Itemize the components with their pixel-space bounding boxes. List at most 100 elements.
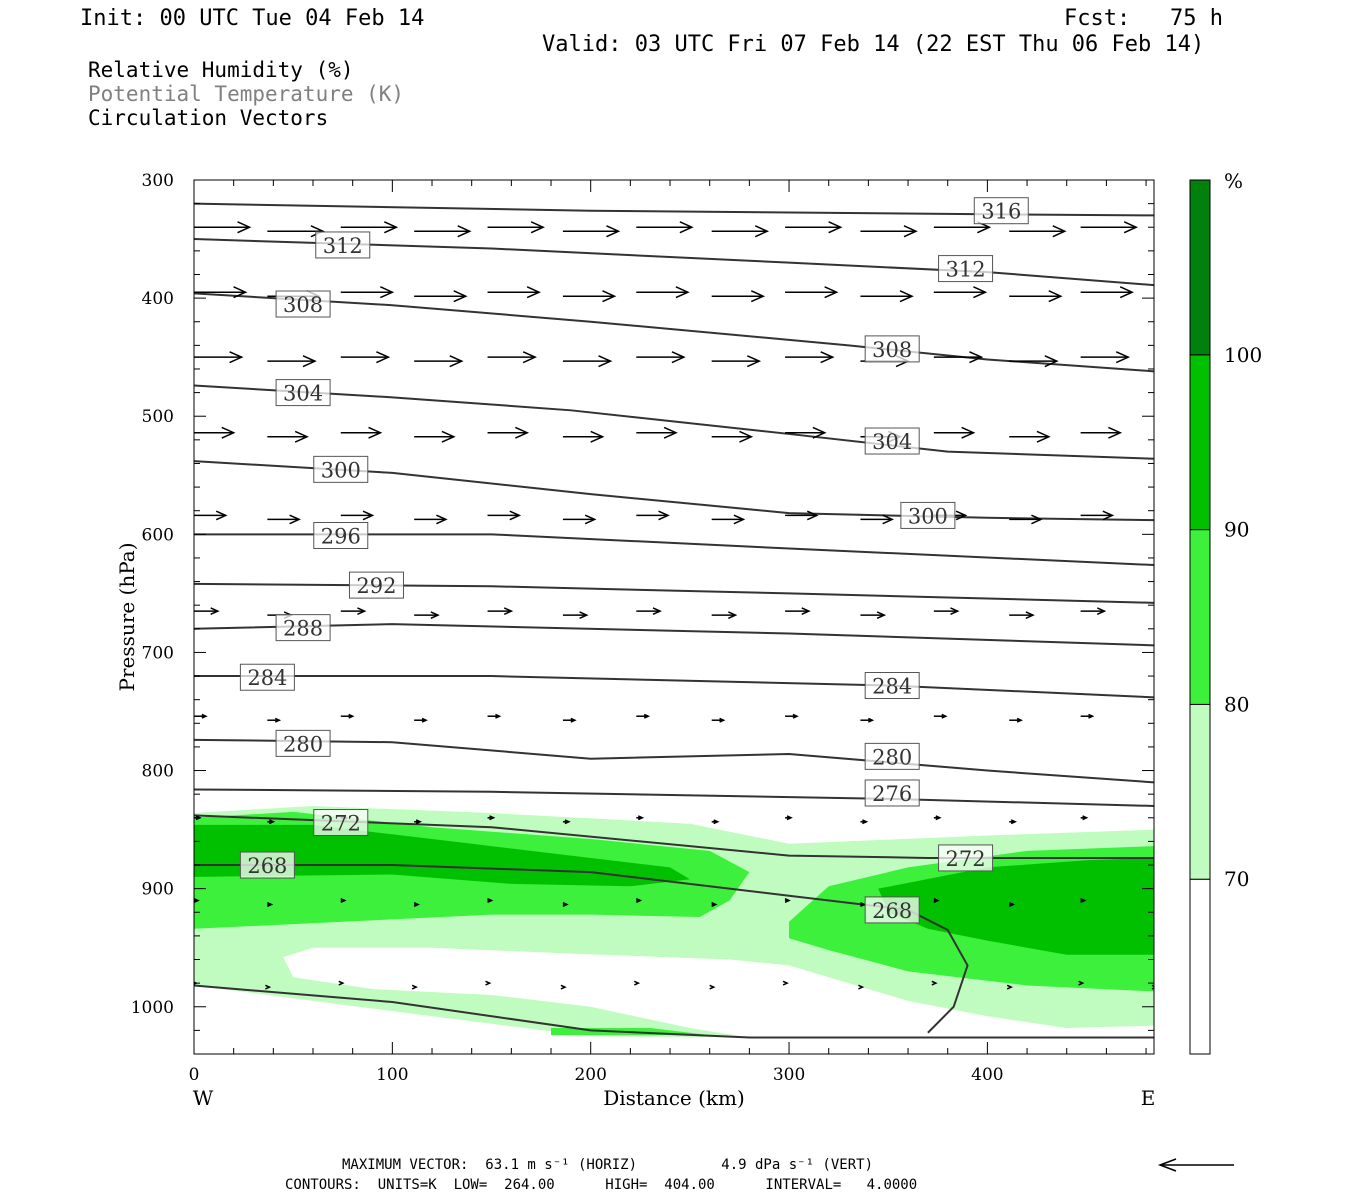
- theta-contour-292: [194, 582, 1154, 604]
- theta-contour-304: [194, 384, 1154, 460]
- wind-vector: [933, 286, 988, 299]
- wind-vector: [931, 980, 938, 986]
- contour-label-box: [275, 379, 331, 407]
- wind-vector: [933, 351, 984, 364]
- wind-vector: [636, 426, 678, 439]
- maximum-vector-note: MAXIMUM VECTOR: 63.1 m s⁻¹ (HORIZ) 4.9 d…: [342, 1157, 874, 1173]
- wind-vector: [633, 980, 641, 986]
- contour-label-box: [864, 742, 920, 770]
- reference-vector-icon: [1157, 1158, 1234, 1172]
- west-label: W: [193, 1086, 214, 1110]
- contour-label: 284: [872, 675, 912, 699]
- contour-label-box: [938, 844, 994, 872]
- wind-vector: [785, 351, 835, 364]
- wind-vector: [709, 984, 716, 990]
- y-tick-label: 800: [142, 762, 174, 782]
- wind-vector: [340, 897, 347, 903]
- contour-label: 304: [872, 430, 912, 454]
- wind-vector: [933, 713, 948, 719]
- contour-label: 288: [283, 617, 323, 641]
- contour-label-box: [973, 197, 1029, 225]
- wind-vector: [785, 510, 819, 521]
- wind-vector: [1009, 611, 1035, 619]
- contour-label-box: [348, 571, 404, 599]
- wind-vector: [487, 713, 502, 719]
- wind-vector: [267, 355, 317, 368]
- wind-vector: [860, 717, 875, 723]
- wind-vector: [785, 713, 799, 719]
- wind-vector: [636, 607, 662, 615]
- wind-vector: [1154, 718, 1166, 722]
- contour-label-box: [864, 896, 920, 924]
- wind-vector: [711, 514, 746, 525]
- wind-vector: [860, 290, 914, 303]
- wind-vector: [562, 611, 589, 619]
- wind-vector: [711, 611, 738, 619]
- contour-label: 284: [247, 666, 287, 690]
- wind-vector: [1009, 355, 1059, 368]
- colorbar-unit: %: [1224, 169, 1243, 193]
- x-axis-label: Distance (km): [603, 1086, 745, 1110]
- contour-label-box: [239, 663, 295, 691]
- wind-vector: [562, 717, 577, 723]
- contour-label-box: [275, 729, 331, 757]
- wind-vector: [340, 510, 375, 521]
- wind-vector: [1080, 897, 1087, 903]
- wind-vector: [267, 514, 301, 525]
- wind-vector: [860, 901, 867, 907]
- y-tick-label: 400: [142, 289, 174, 309]
- wind-vector: [194, 897, 200, 903]
- wind-vector: [636, 713, 651, 719]
- wind-vector: [340, 713, 355, 719]
- wind-vector: [1080, 221, 1138, 234]
- wind-vector: [636, 510, 670, 521]
- colorbar-label: 90: [1224, 518, 1249, 542]
- wind-vector: [485, 980, 492, 986]
- contour-label-box: [275, 290, 331, 318]
- wind-vector: [785, 286, 839, 299]
- wind-vector: [785, 815, 793, 821]
- wind-vector: [782, 980, 789, 986]
- contour-label-box: [315, 231, 371, 259]
- wind-vector: [1154, 431, 1194, 442]
- wind-vector: [340, 286, 395, 299]
- contours-note: CONTOURS: UNITS=K LOW= 264.00 HIGH= 404.…: [285, 1177, 918, 1193]
- valid-time: Valid: 03 UTC Fri 07 Feb 14 (22 EST Thu …: [542, 32, 1205, 57]
- colorbar-label: 100: [1224, 343, 1262, 367]
- theta-contour-316: [194, 202, 1154, 217]
- wind-vector: [636, 351, 686, 364]
- wind-vector: [1008, 901, 1016, 907]
- wind-vector: [1080, 426, 1123, 439]
- wind-vector: [933, 897, 940, 903]
- wind-vector: [1080, 351, 1131, 364]
- colorbar-label: 80: [1224, 692, 1249, 716]
- wind-vector: [487, 286, 541, 299]
- wind-vector: [267, 819, 276, 825]
- wind-vector: [414, 611, 440, 619]
- wind-vector: [267, 430, 309, 443]
- wind-vector: [340, 607, 367, 615]
- wind-vector: [933, 815, 942, 821]
- wind-vector: [1080, 286, 1135, 299]
- wind-vector: [711, 225, 770, 238]
- wind-vector: [1006, 984, 1014, 990]
- wind-vector: [487, 426, 530, 439]
- wind-vector: [340, 221, 399, 234]
- theta-contour-308: [194, 292, 1154, 373]
- colorbar-swatch: [1189, 354, 1211, 531]
- wind-vector: [414, 430, 456, 443]
- wind-vector: [785, 426, 827, 439]
- wind-vector: [1080, 510, 1115, 521]
- wind-vector: [1080, 713, 1095, 719]
- contour-label-box: [938, 255, 994, 283]
- wind-vector: [933, 607, 960, 615]
- wind-vector: [560, 984, 567, 990]
- wind-vector: [411, 984, 418, 990]
- wind-vector: [562, 430, 605, 443]
- colorbar-swatch: [1189, 703, 1211, 880]
- contour-label-box: [900, 501, 956, 529]
- wind-vector: [1078, 980, 1085, 986]
- wind-vector: [1154, 820, 1160, 824]
- wind-vector: [1154, 515, 1186, 524]
- east-label: E: [1141, 1086, 1156, 1110]
